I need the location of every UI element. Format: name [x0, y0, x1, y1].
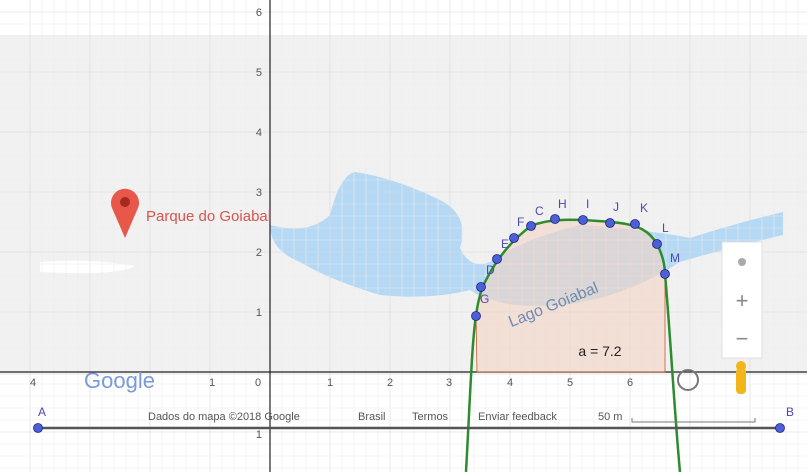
map-terms[interactable]: Termos — [412, 411, 449, 423]
pegman[interactable] — [736, 368, 746, 394]
map-pin-dot — [120, 197, 130, 207]
point — [472, 312, 481, 321]
area-label: a = 7.2 — [578, 343, 621, 359]
y-tick-label: 1 — [256, 307, 262, 319]
locate-button[interactable] — [738, 258, 746, 266]
zoom-out[interactable]: − — [736, 326, 749, 351]
map-data: Dados do mapa ©2018 Google — [148, 411, 300, 423]
point — [631, 220, 640, 229]
point — [661, 270, 670, 279]
x-tick-label: 1 — [209, 377, 215, 389]
point-label: D — [486, 263, 495, 277]
point — [477, 283, 486, 292]
x-tick-label: 3 — [446, 377, 452, 389]
x-tick-label: 1 — [327, 377, 333, 389]
point-label: M — [670, 251, 680, 265]
x-tick-label: 4 — [30, 377, 36, 389]
place-label: Parque do Goiabal — [146, 208, 271, 225]
map-scale: 50 m — [598, 411, 622, 423]
point-label: K — [640, 201, 648, 215]
point-label: A — [38, 405, 46, 419]
point-label: H — [558, 197, 567, 211]
point-label: C — [535, 204, 544, 218]
map-feedback[interactable]: Enviar feedback — [478, 411, 557, 423]
point-label: F — [517, 215, 524, 229]
point-label: I — [586, 197, 589, 211]
point-label: L — [662, 221, 669, 235]
map-region: Brasil — [358, 411, 386, 423]
zoom-in[interactable]: + — [736, 288, 749, 313]
y-tick-label: 1 — [256, 429, 262, 441]
point — [527, 222, 536, 231]
y-tick-label: 5 — [256, 67, 262, 79]
x-tick-label: 2 — [387, 377, 393, 389]
point — [653, 240, 662, 249]
point — [34, 424, 43, 433]
y-tick-label: 6 — [256, 7, 262, 19]
y-tick-label: 4 — [256, 127, 262, 139]
point — [579, 216, 588, 225]
point-label: B — [786, 405, 794, 419]
google-logo: Google — [84, 368, 155, 393]
point-label: G — [480, 292, 489, 306]
point — [493, 255, 502, 264]
pegman-head[interactable] — [736, 361, 746, 371]
point — [606, 219, 615, 228]
x-tick-label: 0 — [255, 377, 261, 389]
point-label: J — [613, 200, 619, 214]
point — [551, 215, 560, 224]
x-tick-label: 5 — [567, 377, 573, 389]
point-label: E — [501, 237, 509, 251]
geogebra-view: Parque do Goiabal Lago Goiabal Google Da… — [0, 0, 807, 472]
y-tick-label: 2 — [256, 247, 262, 259]
x-tick-label: 6 — [627, 377, 633, 389]
x-tick-label: 4 — [507, 377, 513, 389]
point — [510, 234, 519, 243]
y-tick-label: 3 — [256, 187, 262, 199]
point — [776, 424, 785, 433]
